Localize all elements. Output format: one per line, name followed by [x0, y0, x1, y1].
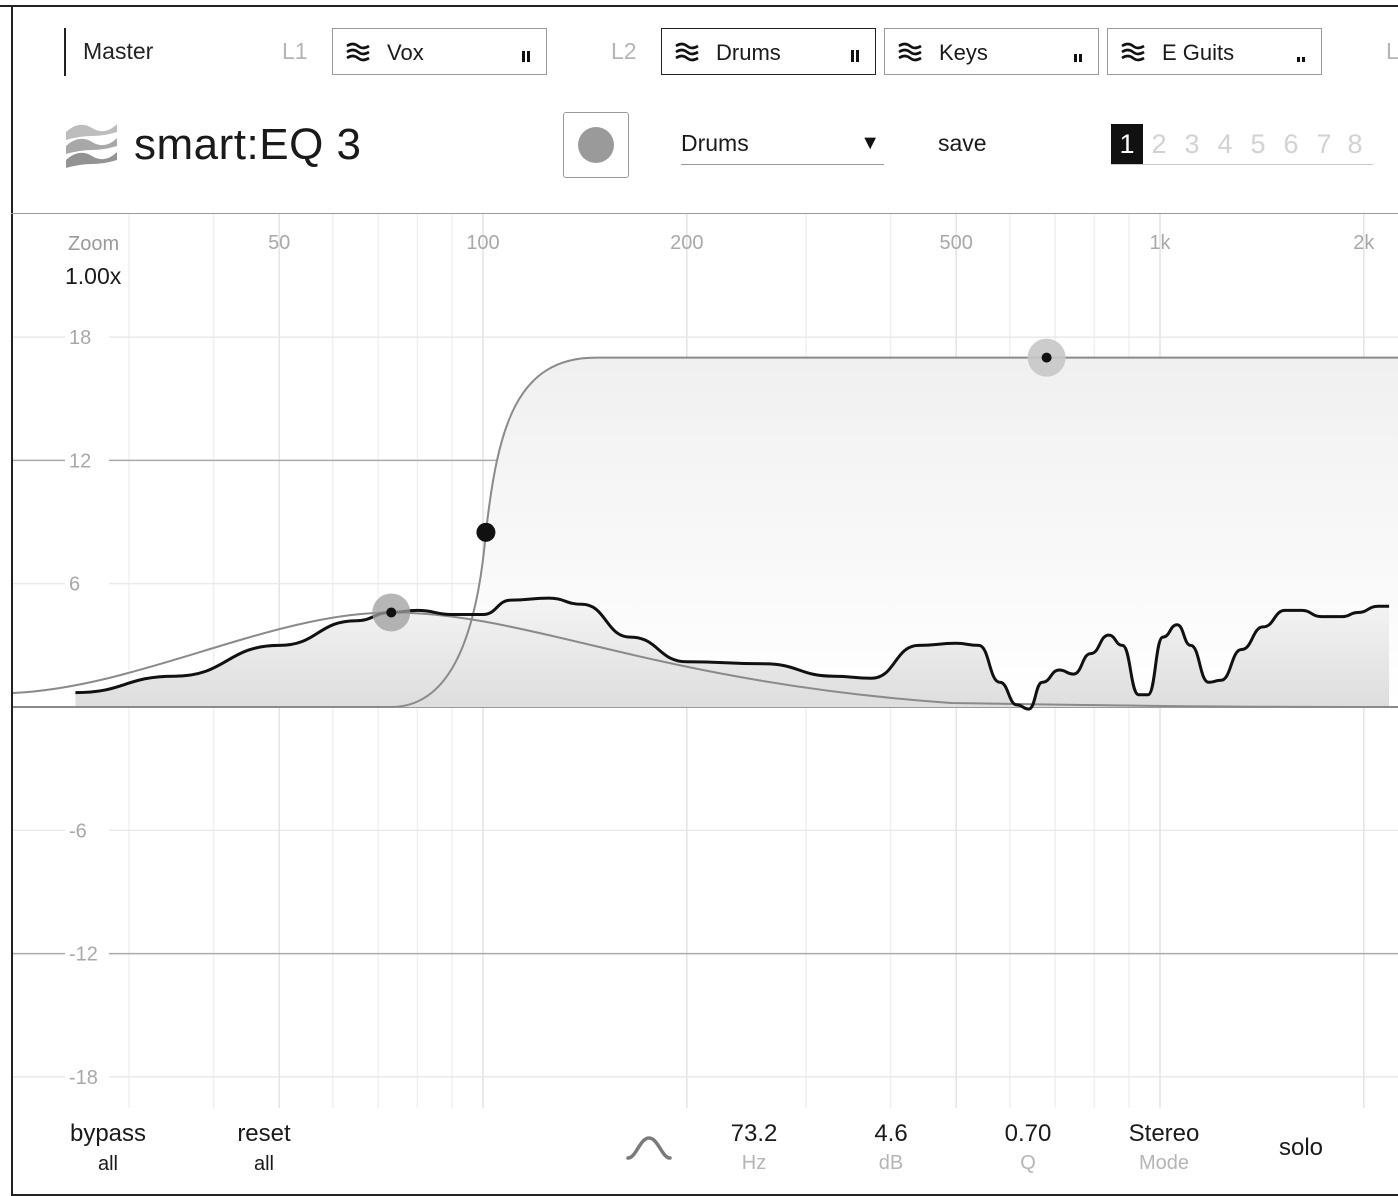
master-tab[interactable]: Master: [83, 38, 154, 64]
profile-dropdown-value: Drums: [681, 130, 749, 156]
level-meter-bar: [1302, 57, 1305, 62]
app-logo-text: smart:EQ 3: [134, 120, 362, 169]
level-meter: [522, 51, 530, 62]
zoom-value[interactable]: 1.00x: [65, 263, 122, 289]
record-icon: [578, 127, 614, 163]
frequency-label: 200: [670, 232, 703, 254]
level-meter-bar: [522, 51, 525, 62]
layer-tab-e-guits[interactable]: E Guits: [1107, 28, 1322, 75]
layer-eq-icon: [346, 42, 370, 62]
smart-learn-record-button[interactable]: [563, 112, 629, 178]
snapshot-slots: 1 2 3 4 5 6 7 8: [1111, 122, 1373, 165]
db-label-bg: [65, 1063, 109, 1090]
layer-tab-drums[interactable]: Drums: [661, 28, 876, 75]
layer-tab-vox[interactable]: Vox: [332, 28, 547, 75]
db-label-bg: [65, 817, 109, 844]
group-label-l2: L2: [611, 38, 637, 64]
smart-eq-logo-icon: [66, 124, 117, 168]
snapshot-slot-8[interactable]: 8: [1347, 129, 1363, 159]
reset-all-button[interactable]: reset: [237, 1120, 291, 1147]
reset-all-sub-label[interactable]: all: [253, 1153, 274, 1175]
frequency-unit: Hz: [741, 1152, 767, 1174]
window-border-top: [0, 5, 1398, 7]
snapshot-slot-3[interactable]: 3: [1184, 129, 1200, 159]
level-meter-bar: [851, 50, 854, 62]
level-meter-bar: [527, 51, 530, 62]
layer-eq-icon: [898, 42, 922, 62]
level-meter: [1297, 57, 1305, 62]
frequency-label: 1k: [1149, 232, 1171, 254]
bell-shape-icon[interactable]: [626, 1134, 672, 1162]
snapshot-slot-7[interactable]: 7: [1316, 129, 1332, 159]
bypass-all-sub-label[interactable]: all: [97, 1153, 118, 1175]
layer-eq-icon: [1121, 42, 1145, 62]
save-button[interactable]: save: [938, 130, 987, 156]
frequency-axis-labels: 50 100 200 500 1k 2k: [268, 232, 1375, 254]
chevron-down-icon: ▼: [860, 132, 880, 154]
smart-curve-line: [75, 596, 1390, 711]
band-handle-center: [386, 607, 397, 618]
shelf-band-fill: [13, 357, 1398, 707]
db-label: -12: [69, 944, 98, 966]
db-label-bg: [65, 324, 109, 351]
frequency-label: 500: [940, 232, 973, 254]
stereo-mode-value[interactable]: Stereo: [1128, 1120, 1200, 1147]
window-border-bottom: [11, 1194, 1398, 1196]
frequency-value[interactable]: 73.2: [730, 1120, 778, 1147]
level-meter-bar: [1079, 54, 1082, 62]
layer-tab-keys[interactable]: Keys: [884, 28, 1099, 75]
bypass-all-button[interactable]: bypass: [69, 1120, 147, 1147]
bell-band-curve: [13, 611, 1398, 708]
frequency-label: 50: [268, 232, 290, 254]
db-label-bg: [65, 447, 109, 474]
gain-unit: dB: [878, 1152, 904, 1174]
db-label: 12: [69, 450, 91, 472]
layer-name: E Guits: [1162, 40, 1235, 65]
db-label-bg: [65, 570, 109, 597]
window-border-left: [11, 5, 13, 1196]
profile-dropdown[interactable]: Drums ▼: [681, 128, 884, 165]
header-divider: [11, 213, 1398, 214]
eq-graph[interactable]: 50 100 200 500 1k 2k 18 12 6 -6 -12 -18: [13, 214, 1398, 1118]
snapshot-slot-4[interactable]: 4: [1217, 129, 1233, 159]
level-meter-bar: [1297, 57, 1300, 62]
stereo-mode-label: Mode: [1138, 1152, 1190, 1174]
level-meter: [851, 50, 859, 62]
snapshot-slot-5[interactable]: 5: [1250, 129, 1266, 159]
curve-fills: [13, 357, 1398, 710]
level-meter: [1074, 54, 1082, 62]
gain-axis-labels: 18 12 6 -6 -12 -18: [65, 324, 109, 1090]
level-meter-bar: [856, 50, 859, 62]
group-label-l1: L1: [282, 38, 308, 64]
solo-button[interactable]: solo: [1278, 1134, 1324, 1161]
level-meter-bar: [1074, 54, 1077, 62]
db-label: -18: [69, 1067, 98, 1089]
snapshot-slot-6[interactable]: 6: [1283, 129, 1299, 159]
band-handle-center: [1041, 352, 1052, 363]
group-label-l3: L: [1386, 38, 1398, 64]
q-value[interactable]: 0.70: [1004, 1120, 1052, 1147]
db-label-bg: [65, 940, 109, 967]
db-label: -6: [69, 820, 87, 842]
db-label: 6: [69, 574, 80, 596]
layer-name: Drums: [716, 40, 781, 65]
snapshot-slot-1[interactable]: 1: [1111, 124, 1143, 164]
frequency-label: 100: [466, 232, 499, 254]
layer-name: Vox: [387, 40, 424, 65]
gain-value[interactable]: 4.6: [874, 1120, 908, 1147]
layer-eq-icon: [675, 42, 699, 62]
frequency-label: 2k: [1353, 232, 1375, 254]
band-handles: [372, 338, 1066, 632]
layer-name: Keys: [939, 40, 988, 65]
zoom-label: Zoom: [68, 233, 120, 255]
snapshot-slot-2[interactable]: 2: [1151, 129, 1167, 159]
master-divider: [64, 28, 66, 76]
db-label: 18: [69, 327, 91, 349]
q-unit: Q: [1020, 1152, 1036, 1174]
band-handle-highpass[interactable]: [476, 522, 496, 542]
